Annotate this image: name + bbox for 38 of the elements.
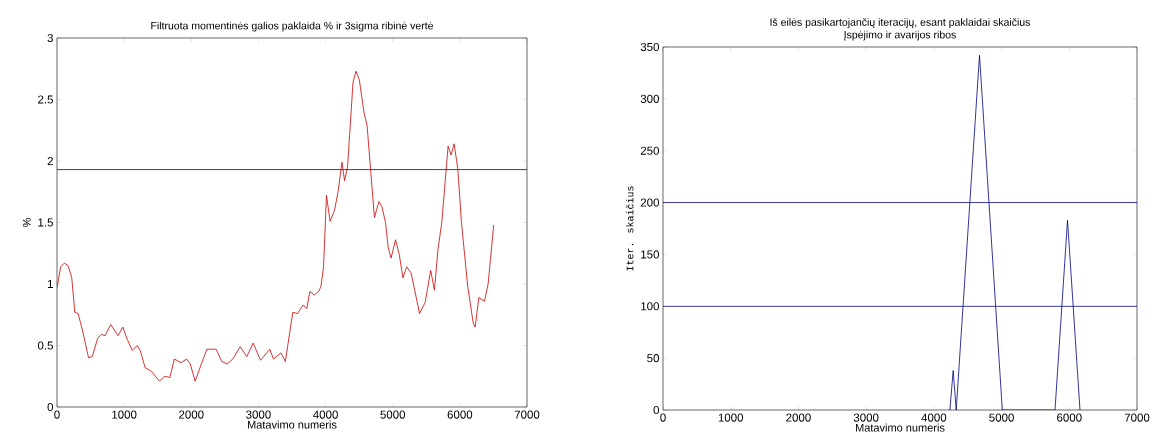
y-tick-label: 1: [47, 280, 53, 288]
y-tick-label: 200: [640, 198, 660, 207]
x-tick-label: 5000: [989, 413, 1014, 422]
y-tick-label: 50: [647, 354, 660, 363]
x-tick-label: 1000: [112, 410, 137, 419]
x-axis-title: Matavimo numeris: [247, 420, 337, 429]
y-tick-label: 300: [640, 94, 660, 103]
x-tick-label: 2000: [786, 413, 811, 422]
y-tick-label: 150: [641, 250, 660, 259]
y-tick-label: 3: [47, 33, 53, 43]
y-tick-label: 350: [640, 42, 660, 52]
x-axis-title: Matavimo numeris: [855, 423, 945, 432]
x-tick-label: 5000: [380, 410, 406, 419]
x-tick-label: 6000: [1057, 413, 1082, 422]
y-tick-label: 250: [640, 146, 660, 155]
x-tick-label: 2000: [179, 410, 204, 419]
x-tick-label: 6000: [447, 410, 473, 419]
line-series: [57, 70, 495, 382]
y-tick-label: 0: [47, 402, 54, 412]
chart-title: Filtruota momentinės galios paklaida % ir 3sigma ribinė vertė: [151, 21, 433, 32]
x-tick-label: 4000: [313, 410, 338, 419]
x-tick-label: 0: [54, 410, 60, 419]
y-tick-label: 2.5: [38, 95, 53, 104]
x-tick-label: 0: [660, 413, 666, 422]
y-tick-label: 0.5: [37, 341, 53, 350]
y-axis-title: %: [22, 218, 31, 227]
y-axis-title: Iter. skaičius: [626, 186, 634, 271]
chart-subtitle: Įspėjimo ir avarijos ribos: [844, 30, 956, 41]
y-tick-label: 2: [47, 156, 53, 166]
y-tick-label: 1.5: [38, 218, 53, 227]
x-tick-label: 7000: [1124, 413, 1150, 422]
chart-title: Iš eilės pasikartojančių iteracijų, esant paklaidai skaičius: [770, 18, 1031, 28]
x-tick-label: 3000: [246, 410, 271, 419]
x-tick-label: 7000: [514, 410, 540, 419]
x-tick-label: 3000: [853, 413, 879, 422]
x-tick-label: 1000: [718, 413, 744, 422]
x-tick-label: 4000: [921, 413, 947, 422]
y-tick-label: 100: [641, 302, 660, 311]
